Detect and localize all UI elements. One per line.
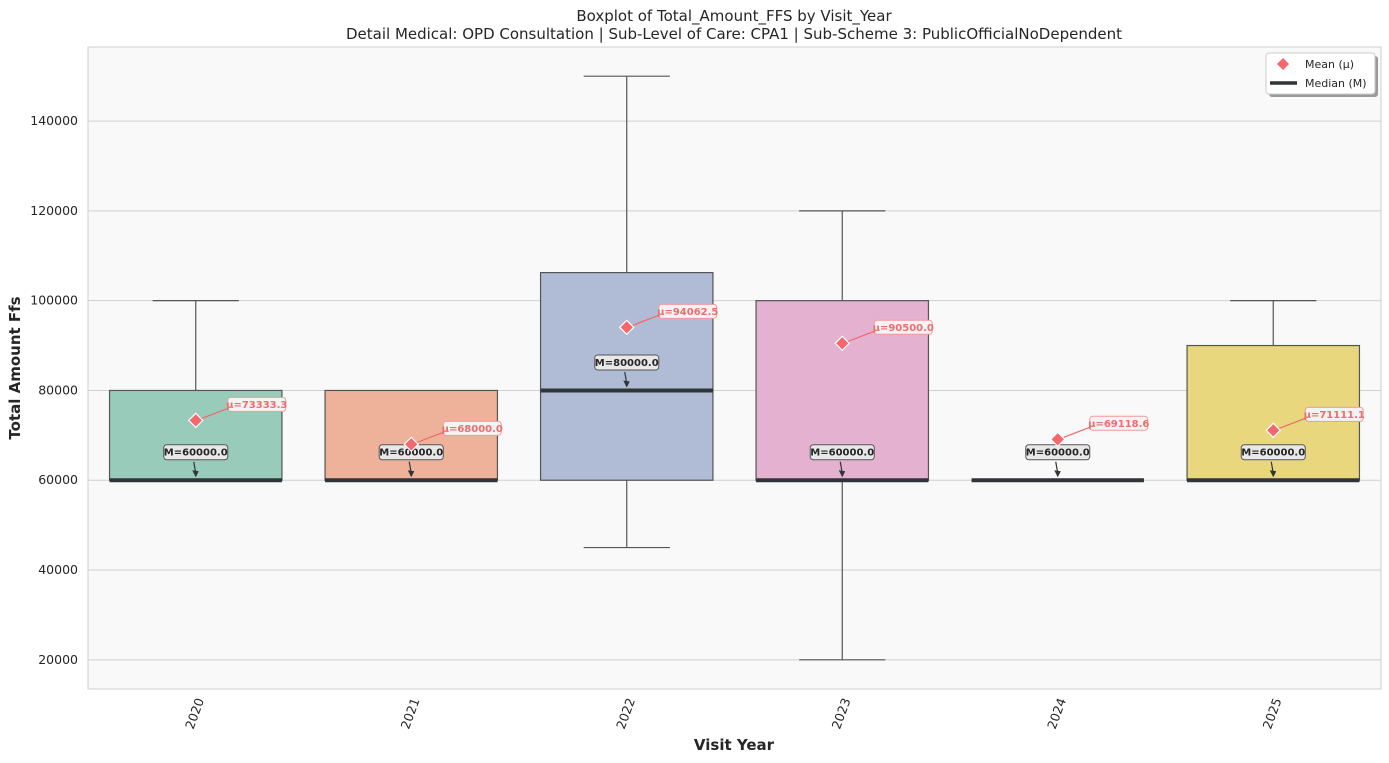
x-tick-label: 2025 [1260, 696, 1285, 731]
x-tick-label: 2022 [613, 696, 638, 731]
box-2023: M=60000.0 μ=90500.0 [755, 210, 934, 661]
y-tick-label: 100000 [30, 293, 78, 308]
mean-arrow [848, 330, 875, 342]
median-arrow-head [407, 470, 415, 478]
x-tick-label: 2021 [398, 696, 423, 731]
mean-arrow [201, 407, 228, 419]
x-tick-label: 2020 [182, 696, 207, 731]
y-tick-label: 140000 [30, 113, 78, 128]
mean-arrow [1279, 417, 1306, 429]
median-label: M=60000.0 [810, 448, 874, 459]
legend-mean-marker [1277, 58, 1289, 70]
mean-label-box [658, 303, 718, 319]
mean-marker [1265, 422, 1282, 439]
median-label: M=80000.0 [595, 358, 659, 369]
box-iqr [539, 271, 714, 481]
median-arrow-head [838, 470, 846, 478]
mean-marker [403, 436, 420, 453]
mean-arrow [632, 314, 659, 326]
median-label-box [594, 354, 660, 371]
mean-label-box [1089, 415, 1149, 431]
mean-label: μ=68000.0 [442, 424, 503, 435]
box-2020: M=60000.0 μ=73333.3 [108, 300, 287, 483]
median-label-box [809, 444, 875, 461]
x-tick-label: 2024 [1044, 696, 1069, 731]
legend-median-label: Median (M) [1305, 77, 1367, 90]
y-tick-label: 60000 [38, 472, 78, 487]
y-tick-label: 120000 [30, 203, 78, 218]
mean-label: μ=73333.3 [226, 400, 287, 411]
chart-title: Boxplot of Total_Amount_FFS by Visit_Yea… [576, 7, 892, 26]
mean-label-box [227, 396, 287, 412]
y-tick-label: 80000 [38, 382, 78, 397]
y-tick-labels: 20000 40000 60000 80000 100000 120000 140000 [30, 113, 78, 667]
median-arrow-head [1269, 470, 1277, 478]
median-label: M=60000.0 [1026, 448, 1090, 459]
median-arrow-head [1054, 470, 1061, 478]
y-tick-label: 40000 [38, 562, 78, 577]
y-axis-label: Total Amount Ffs [6, 296, 24, 439]
mean-arrow [1063, 426, 1090, 438]
mean-label: μ=94062.5 [657, 307, 718, 318]
legend: Mean (μ) Median (M) [1265, 52, 1378, 97]
y-tick-label: 20000 [38, 652, 78, 667]
mean-arrow [417, 431, 444, 443]
median-label: M=60000.0 [1241, 448, 1305, 459]
x-tick-label: 2023 [829, 696, 854, 731]
chart-subtitle: Detail Medical: OPD Consultation | Sub-L… [346, 25, 1122, 43]
mean-label: μ=90500.0 [873, 323, 934, 334]
grid-lines [88, 120, 1381, 661]
median-label: M=60000.0 [379, 448, 443, 459]
x-tick-labels: 2020 2021 2022 2023 2024 2025 [182, 696, 1284, 731]
box-series: M=60000.0 μ=73333.3 M=60000.0 μ=68000.0 M=80… [108, 75, 1365, 661]
box-2024: M=60000.0 μ=69118.6 [971, 415, 1149, 483]
mean-marker [187, 412, 204, 429]
box-2025: M=60000.0 μ=71111.1 [1186, 300, 1365, 483]
median-arrow-head [192, 470, 199, 478]
mean-marker [1049, 431, 1066, 448]
mean-label-box [1304, 406, 1364, 422]
box-2022: M=80000.0 μ=94062.5 [539, 75, 718, 549]
legend-mean-label: Mean (μ) [1305, 58, 1354, 71]
mean-label-box [873, 319, 933, 335]
median-arrow-head [623, 380, 630, 388]
plot-area [87, 46, 1382, 690]
median-label-box [163, 444, 229, 461]
mean-label: μ=69118.6 [1088, 419, 1149, 430]
median-label: M=60000.0 [164, 448, 228, 459]
x-axis-label: Visit Year [694, 736, 775, 754]
mean-label: μ=71111.1 [1304, 410, 1365, 421]
mean-label-box [442, 420, 502, 436]
median-label-box [1240, 444, 1306, 461]
mean-marker [618, 319, 635, 336]
mean-marker [834, 335, 851, 352]
box-2021: M=60000.0 μ=68000.0 [324, 389, 503, 483]
